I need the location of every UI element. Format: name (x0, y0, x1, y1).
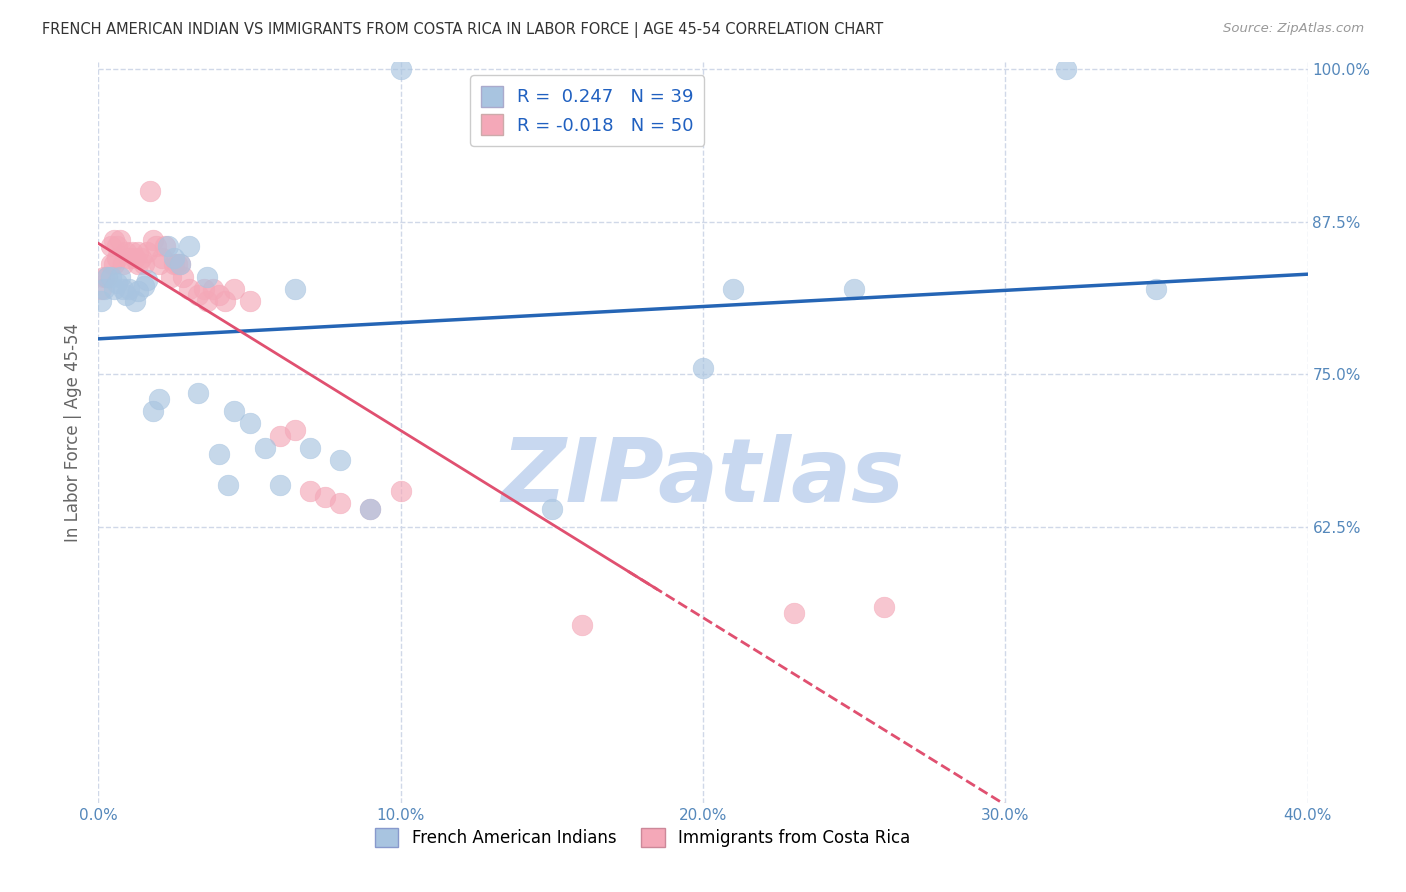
Point (284, 423, 307, 437)
Point (90, 282, 112, 296)
Point (329, 496, 352, 510)
Point (124, 294, 146, 309)
Point (118, 252, 141, 266)
Point (1144, 282, 1167, 296)
Point (208, 447, 231, 461)
Point (127, 245, 149, 260)
Point (208, 288, 231, 302)
Point (224, 404, 246, 418)
Point (148, 392, 170, 406)
Point (179, 282, 201, 296)
Point (360, 502, 382, 516)
Point (105, 276, 128, 290)
Point (103, 257, 125, 271)
Point (103, 233, 125, 247)
Point (132, 279, 155, 293)
Point (142, 233, 165, 247)
Point (783, 606, 806, 620)
Point (202, 282, 225, 296)
Point (540, 502, 562, 516)
Y-axis label: In Labor Force | Age 45-54: In Labor Force | Age 45-54 (65, 323, 83, 542)
Point (269, 477, 291, 491)
Text: ZIPatlas: ZIPatlas (502, 434, 904, 521)
Point (239, 294, 262, 309)
Point (135, 273, 157, 287)
Point (153, 239, 176, 253)
Point (172, 269, 194, 284)
Point (105, 252, 128, 266)
Text: Source: ZipAtlas.com: Source: ZipAtlas.com (1223, 22, 1364, 36)
Point (93, 269, 115, 284)
Point (127, 285, 149, 299)
Point (111, 257, 134, 271)
Point (160, 269, 183, 284)
Point (127, 257, 149, 271)
Point (187, 288, 209, 302)
Point (723, 282, 745, 296)
Point (299, 483, 322, 498)
Point (93, 282, 115, 296)
Point (100, 239, 122, 253)
Point (145, 239, 167, 253)
Point (239, 417, 262, 431)
Point (360, 502, 382, 516)
Point (224, 282, 246, 296)
Point (148, 257, 170, 271)
Point (314, 490, 336, 504)
Point (135, 245, 157, 260)
Point (118, 282, 141, 296)
Point (124, 252, 146, 266)
Point (692, 361, 714, 376)
Point (108, 233, 131, 247)
Point (121, 245, 143, 260)
Point (132, 257, 155, 271)
Legend: French American Indians, Immigrants from Costa Rica: French American Indians, Immigrants from… (368, 822, 917, 854)
Point (139, 184, 162, 198)
Point (179, 239, 201, 253)
Text: FRENCH AMERICAN INDIAN VS IMMIGRANTS FROM COSTA RICA IN LABOR FORCE | AGE 45-54 : FRENCH AMERICAN INDIAN VS IMMIGRANTS FRO… (42, 22, 883, 38)
Point (90, 294, 112, 309)
Point (571, 618, 593, 632)
Point (844, 282, 866, 296)
Point (217, 477, 239, 491)
Point (156, 239, 179, 253)
Point (111, 282, 134, 296)
Point (105, 239, 128, 253)
Point (1054, 62, 1077, 76)
Point (96, 269, 118, 284)
Point (150, 252, 173, 266)
Point (284, 282, 307, 296)
Point (195, 269, 218, 284)
Point (299, 441, 322, 455)
Point (169, 257, 191, 271)
Point (96, 269, 118, 284)
Point (103, 282, 125, 296)
Point (129, 252, 152, 266)
Point (114, 288, 136, 302)
Point (195, 294, 218, 309)
Point (163, 257, 186, 271)
Point (389, 483, 412, 498)
Point (214, 294, 236, 309)
Point (169, 257, 191, 271)
Point (100, 269, 122, 284)
Point (269, 428, 291, 442)
Point (873, 599, 896, 614)
Point (114, 245, 136, 260)
Point (108, 269, 131, 284)
Point (389, 62, 412, 76)
Point (142, 404, 165, 418)
Point (100, 257, 122, 271)
Point (187, 385, 209, 400)
Point (163, 252, 186, 266)
Point (166, 257, 188, 271)
Point (253, 441, 276, 455)
Point (193, 282, 215, 296)
Point (329, 453, 352, 467)
